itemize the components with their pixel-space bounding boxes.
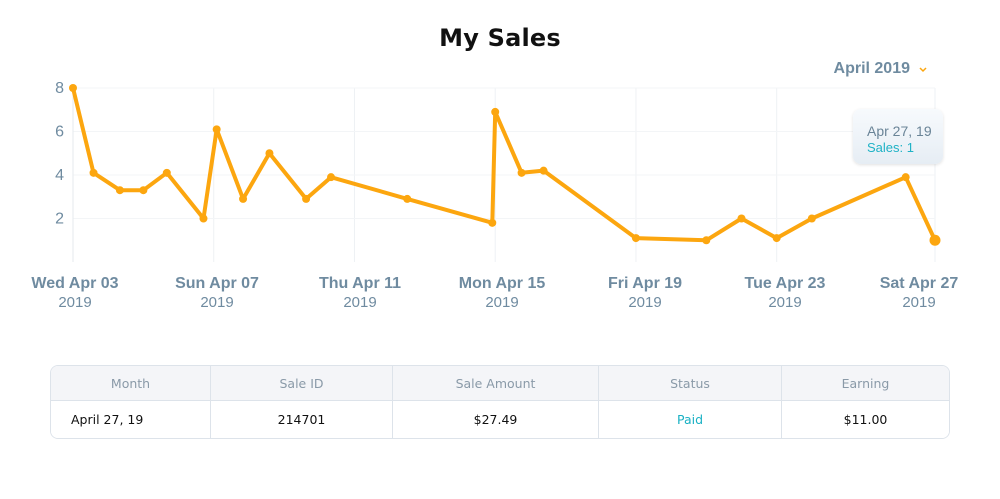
data-point [772, 234, 781, 243]
y-tick-label: 4 [55, 167, 64, 184]
cell-sale-id: 214701 [211, 401, 393, 438]
data-point [517, 168, 526, 177]
x-tick-year: 2019 [902, 294, 935, 311]
data-point [89, 168, 98, 177]
chart-tooltip: Apr 27, 19 Sales: 1 [853, 109, 943, 164]
data-point [488, 218, 497, 227]
column-header-sale-amount[interactable]: Sale Amount [393, 366, 599, 400]
month-dropdown[interactable]: April 2019 [834, 60, 928, 78]
cell-month: April 27, 19 [51, 401, 211, 438]
page-title: My Sales [439, 24, 561, 52]
data-point [491, 107, 500, 116]
x-tick-label: Sun Apr 07 [175, 275, 259, 292]
data-point [539, 166, 548, 175]
x-tick-label: Thu Apr 11 [319, 275, 401, 292]
y-tick-label: 8 [55, 80, 64, 97]
x-tick-year: 2019 [485, 294, 518, 311]
data-point [807, 214, 816, 223]
column-header-earning[interactable]: Earning [841, 375, 890, 391]
x-tick-year: 2019 [200, 294, 233, 311]
data-point [403, 194, 412, 203]
table-row[interactable]: April 27, 19 214701 $27.49 Paid $11.00 [51, 401, 949, 438]
cell-status: Paid [599, 401, 782, 438]
data-point [901, 173, 910, 182]
tooltip-value: Sales: 1 [867, 140, 914, 155]
data-point [631, 234, 640, 243]
y-tick-label: 2 [55, 211, 64, 228]
cell-earning: $11.00 [843, 412, 888, 427]
data-point [302, 194, 311, 203]
data-point [139, 186, 148, 195]
data-point [239, 194, 248, 203]
data-point [115, 186, 124, 195]
x-tick-label: Wed Apr 03 [31, 275, 118, 292]
x-tick-year: 2019 [768, 294, 801, 311]
data-point [265, 149, 274, 158]
tooltip-date: Apr 27, 19 [867, 123, 932, 139]
column-header-sale-id[interactable]: Sale ID [211, 366, 393, 400]
data-point [327, 173, 336, 182]
table-header-row: Month Sale ID Sale Amount Status Earning [51, 366, 949, 401]
x-tick-year: 2019 [343, 294, 376, 311]
data-point [199, 214, 208, 223]
data-point [737, 214, 746, 223]
sales-table: Month Sale ID Sale Amount Status Earning… [50, 365, 950, 439]
y-tick-label: 6 [55, 124, 64, 141]
month-dropdown-label: April 2019 [833, 60, 910, 77]
data-point [212, 125, 221, 134]
column-header-status[interactable]: Status [599, 366, 782, 400]
data-point [702, 236, 711, 245]
column-header-month[interactable]: Month [51, 366, 211, 400]
x-tick-label: Mon Apr 15 [459, 275, 546, 292]
x-tick-label: Tue Apr 23 [745, 275, 826, 292]
data-point [929, 234, 941, 246]
sales-line-chart: 2 4 6 8 Wed Apr 03 2019 Sun Apr 07 2019 Thu Apr … [31, 80, 959, 311]
data-point [69, 84, 77, 92]
data-point [162, 168, 171, 177]
x-tick-year: 2019 [58, 294, 91, 311]
cell-sale-amount: $27.49 [393, 401, 599, 438]
x-tick-year: 2019 [628, 294, 661, 311]
x-tick-label: Fri Apr 19 [608, 275, 682, 292]
x-tick-label: Sat Apr 27 [880, 275, 959, 292]
chevron-down-icon [919, 67, 927, 73]
